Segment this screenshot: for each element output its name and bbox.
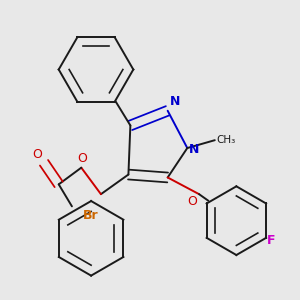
Text: O: O bbox=[187, 195, 197, 208]
Text: N: N bbox=[189, 142, 200, 155]
Text: O: O bbox=[32, 148, 42, 161]
Text: Br: Br bbox=[83, 209, 99, 222]
Text: O: O bbox=[77, 152, 87, 165]
Text: CH₃: CH₃ bbox=[217, 135, 236, 145]
Text: N: N bbox=[169, 95, 180, 108]
Text: F: F bbox=[267, 234, 276, 247]
